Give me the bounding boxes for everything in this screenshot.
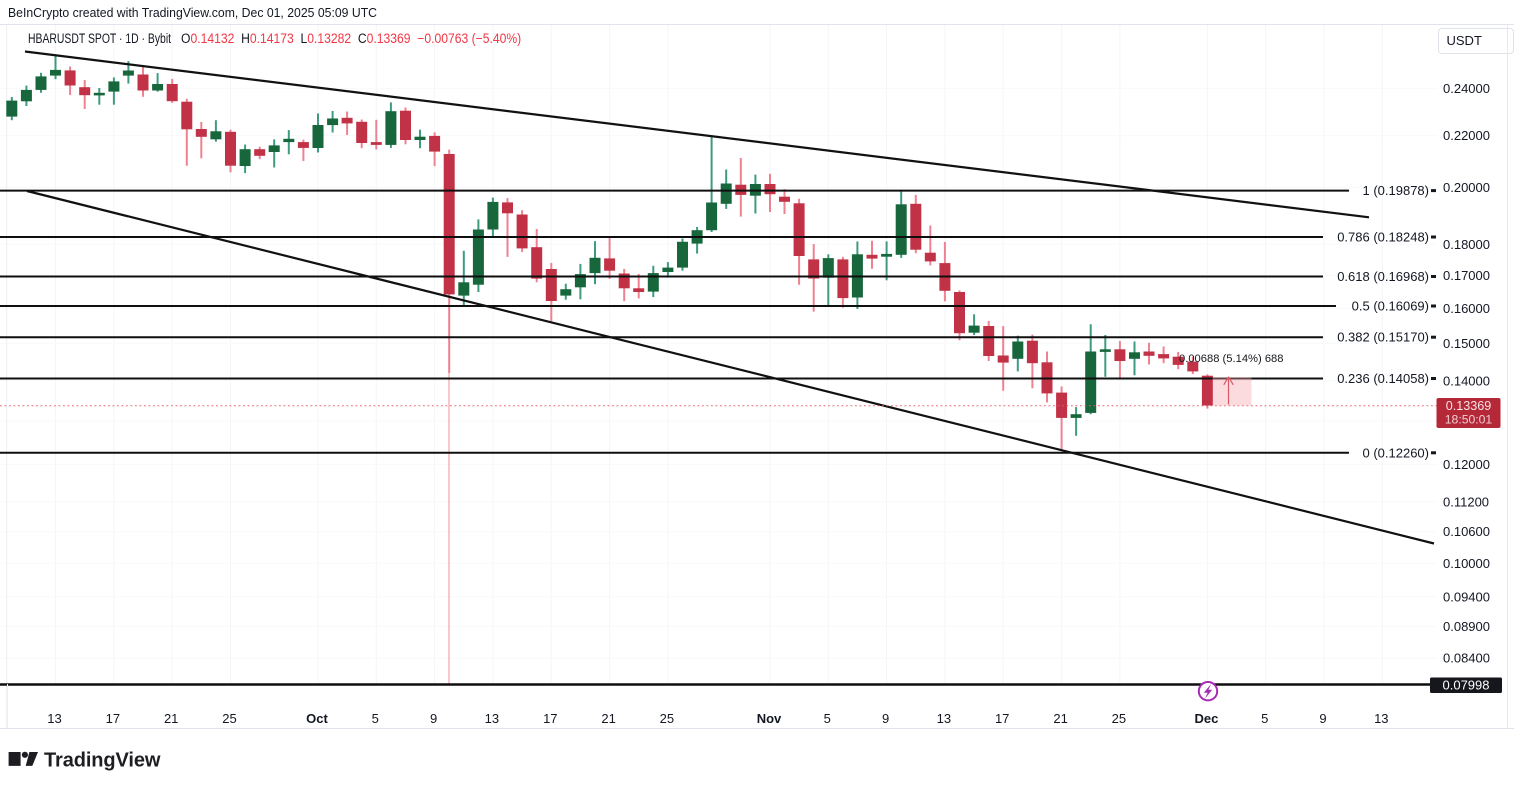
svg-text:0.20000: 0.20000 — [1443, 180, 1490, 195]
svg-text:17: 17 — [543, 711, 557, 726]
svg-text:13: 13 — [937, 711, 951, 726]
svg-text:5: 5 — [372, 711, 379, 726]
svg-text:25: 25 — [1112, 711, 1126, 726]
svg-text:21: 21 — [164, 711, 178, 726]
svg-text:9: 9 — [882, 711, 889, 726]
svg-text:0.15000: 0.15000 — [1443, 336, 1490, 351]
svg-text:0.618 (0.16968): 0.618 (0.16968) — [1337, 269, 1429, 284]
svg-text:13: 13 — [47, 711, 61, 726]
svg-text:0.00688 (5.14%) 688: 0.00688 (5.14%) 688 — [1179, 353, 1284, 365]
svg-text:0.786 (0.18248): 0.786 (0.18248) — [1337, 230, 1429, 245]
svg-text:0.382 (0.15170): 0.382 (0.15170) — [1337, 330, 1429, 345]
svg-text:21: 21 — [601, 711, 615, 726]
svg-text:9: 9 — [430, 711, 437, 726]
svg-text:1 (0.19878): 1 (0.19878) — [1363, 183, 1430, 198]
svg-text:Nov: Nov — [757, 711, 782, 726]
svg-text:0.236 (0.14058): 0.236 (0.14058) — [1337, 371, 1429, 386]
svg-text:0.5 (0.16069): 0.5 (0.16069) — [1352, 299, 1429, 314]
svg-text:0.07998: 0.07998 — [1443, 678, 1490, 693]
svg-text:0.13369: 0.13369 — [1446, 399, 1492, 413]
svg-text:TradingView: TradingView — [44, 750, 161, 772]
svg-text:21: 21 — [1053, 711, 1067, 726]
svg-text:0.22000: 0.22000 — [1443, 128, 1490, 143]
svg-text:0.09400: 0.09400 — [1443, 589, 1490, 604]
svg-text:5: 5 — [1261, 711, 1268, 726]
svg-text:0.24000: 0.24000 — [1443, 81, 1490, 96]
svg-text:18:50:01: 18:50:01 — [1445, 413, 1493, 427]
svg-text:0.14000: 0.14000 — [1443, 373, 1490, 388]
svg-text:5: 5 — [824, 711, 831, 726]
svg-text:25: 25 — [222, 711, 236, 726]
svg-text:9: 9 — [1319, 711, 1326, 726]
svg-text:0.12000: 0.12000 — [1443, 457, 1490, 472]
svg-text:25: 25 — [660, 711, 674, 726]
svg-text:0.08400: 0.08400 — [1443, 650, 1490, 665]
svg-text:17: 17 — [106, 711, 120, 726]
svg-text:0.16000: 0.16000 — [1443, 301, 1490, 316]
svg-text:0.11200: 0.11200 — [1443, 494, 1489, 509]
svg-text:0.17000: 0.17000 — [1443, 268, 1490, 283]
svg-text:0 (0.12260): 0 (0.12260) — [1363, 445, 1430, 460]
svg-text:0.10000: 0.10000 — [1443, 556, 1490, 571]
svg-text:0.08900: 0.08900 — [1443, 619, 1490, 634]
svg-text:17: 17 — [995, 711, 1009, 726]
svg-text:13: 13 — [1374, 711, 1388, 726]
svg-text:Oct: Oct — [306, 711, 328, 726]
svg-text:13: 13 — [485, 711, 499, 726]
svg-text:Dec: Dec — [1194, 711, 1218, 726]
svg-text:0.18000: 0.18000 — [1443, 237, 1490, 252]
svg-text:0.10600: 0.10600 — [1443, 524, 1490, 539]
